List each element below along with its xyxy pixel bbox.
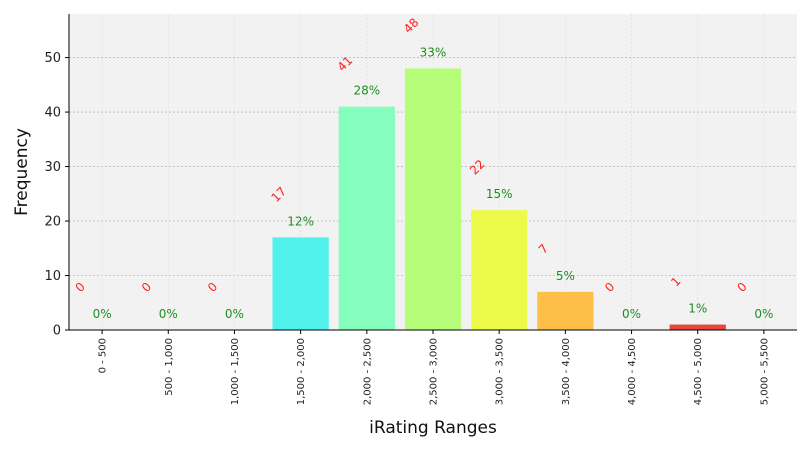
bars bbox=[272, 68, 726, 330]
y-tick-label: 50 bbox=[44, 51, 61, 66]
x-tick-label: 2,000 - 2,500 bbox=[362, 338, 373, 405]
bar bbox=[537, 291, 594, 330]
bar bbox=[272, 237, 329, 330]
y-ticks: 0 10 20 30 40 50 bbox=[44, 51, 69, 339]
bar bbox=[338, 106, 395, 330]
y-axis-title: Frequency bbox=[12, 128, 32, 216]
percent-label: 0% bbox=[93, 307, 112, 321]
y-tick-label: 30 bbox=[44, 160, 61, 175]
percent-label: 0% bbox=[225, 307, 244, 321]
x-tick-label: 3,000 - 3,500 bbox=[495, 338, 506, 405]
percent-label: 33% bbox=[420, 45, 447, 59]
x-tick-label: 500 - 1,000 bbox=[164, 338, 175, 396]
percent-label: 0% bbox=[754, 307, 773, 321]
x-tick-label: 1,500 - 2,000 bbox=[296, 338, 307, 405]
percent-label: 5% bbox=[556, 269, 575, 283]
percent-label: 1% bbox=[688, 302, 707, 316]
x-tick-label: 4,000 - 4,500 bbox=[627, 338, 638, 405]
x-tick-label: 5,000 - 5,500 bbox=[759, 338, 770, 405]
x-tick-label: 1,000 - 1,500 bbox=[230, 338, 241, 405]
percent-label: 0% bbox=[622, 307, 641, 321]
y-tick-label: 40 bbox=[44, 106, 61, 121]
x-tick-label: 4,500 - 5,000 bbox=[693, 338, 704, 405]
percent-label: 0% bbox=[159, 307, 178, 321]
x-tick-label: 3,500 - 4,000 bbox=[561, 338, 572, 405]
percent-label: 12% bbox=[287, 214, 314, 228]
y-tick-label: 0 bbox=[53, 324, 61, 339]
bar bbox=[404, 68, 462, 330]
x-axis-title: iRating Ranges bbox=[369, 418, 497, 438]
x-ticks: 0 - 500 500 - 1,000 1,000 - 1,500 1,500 - 2… bbox=[98, 330, 770, 405]
y-tick-label: 10 bbox=[44, 269, 61, 284]
percent-label: 15% bbox=[486, 187, 513, 201]
percent-label: 28% bbox=[353, 84, 380, 98]
bar bbox=[669, 324, 726, 330]
y-tick-label: 20 bbox=[44, 215, 61, 230]
bar bbox=[471, 210, 528, 330]
x-tick-label: 2,500 - 3,000 bbox=[429, 338, 440, 405]
x-tick-label: 0 - 500 bbox=[98, 338, 109, 373]
